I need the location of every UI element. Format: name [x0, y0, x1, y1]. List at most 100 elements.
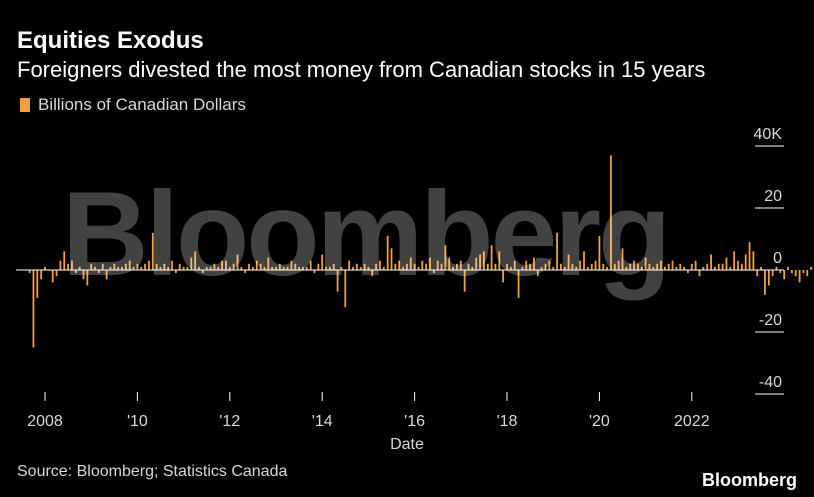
bar: [282, 266, 285, 270]
bar: [521, 266, 524, 270]
bar: [144, 263, 146, 270]
bar: [506, 263, 508, 270]
bar: [536, 270, 539, 277]
bar: [637, 263, 639, 270]
bar: [82, 270, 85, 280]
y-tick-label: 0: [773, 250, 782, 267]
bar: [698, 270, 701, 277]
bar: [432, 270, 435, 274]
bar: [729, 266, 732, 270]
bar: [494, 263, 497, 270]
bar: [583, 251, 585, 270]
bar: [459, 260, 462, 270]
bar: [702, 266, 705, 270]
bar: [124, 263, 127, 270]
x-tick-label: '16: [404, 413, 425, 430]
bar: [590, 263, 593, 270]
bar: [744, 254, 747, 270]
bar: [687, 270, 689, 274]
bar: [725, 257, 728, 270]
bar: [556, 232, 558, 270]
bar: [798, 270, 801, 283]
x-axis-title: Date: [390, 436, 424, 453]
bar: [371, 270, 374, 277]
bar: [190, 257, 193, 270]
bloomberg-logo: Bloomberg: [701, 470, 797, 490]
bar: [313, 270, 316, 274]
bar: [425, 263, 428, 270]
bar: [767, 270, 770, 286]
bar: [94, 266, 96, 270]
bar: [140, 266, 143, 270]
bar: [278, 263, 281, 270]
bar: [513, 260, 516, 270]
bar: [228, 266, 231, 270]
y-axis: 40K 20 0 -20 -40: [754, 126, 784, 395]
bar: [390, 248, 393, 270]
bar: [386, 235, 389, 270]
bar: [498, 251, 501, 270]
bar: [560, 263, 562, 270]
bar: [444, 245, 447, 270]
bar: [737, 260, 739, 270]
bar: [163, 263, 166, 270]
bar: [109, 266, 112, 270]
bar: [787, 266, 789, 270]
x-tick-label: 2008: [27, 413, 63, 430]
bar: [802, 270, 805, 274]
bar: [198, 266, 200, 270]
bar: [51, 270, 54, 283]
bar: [105, 270, 108, 280]
bar: [475, 257, 478, 270]
bar: [167, 266, 170, 270]
bar: [117, 266, 120, 270]
bar: [352, 266, 354, 270]
bar: [690, 263, 693, 270]
bar: [810, 266, 813, 270]
bar: [594, 260, 597, 270]
x-tick-label: '18: [497, 413, 518, 430]
bar: [221, 260, 223, 270]
bar: [783, 270, 786, 280]
bar: [159, 266, 162, 270]
y-tick-label: 40K: [754, 126, 783, 143]
bar: [217, 266, 220, 270]
bar: [194, 251, 197, 270]
bar: [540, 266, 543, 270]
bar: [764, 270, 766, 295]
bar: [236, 254, 239, 270]
bar: [298, 266, 300, 270]
bar: [294, 263, 297, 270]
bar: [656, 263, 659, 270]
bar: [625, 266, 628, 270]
bar: [463, 270, 466, 292]
bar: [382, 266, 385, 270]
bar: [275, 266, 277, 270]
bar: [429, 257, 431, 270]
bar: [244, 270, 247, 274]
bar: [59, 260, 62, 270]
legend-label: Billions of Canadian Dollars: [38, 95, 246, 114]
chart-subtitle: Foreigners divested the most money from …: [17, 57, 706, 82]
bar: [806, 270, 809, 277]
bar: [663, 266, 666, 270]
bar: [113, 263, 116, 270]
x-tick-label: '14: [312, 413, 333, 430]
bar: [571, 263, 574, 270]
bar: [483, 251, 485, 270]
bar: [367, 266, 370, 270]
bar: [779, 270, 782, 274]
bar: [448, 257, 451, 270]
bar: [340, 266, 343, 270]
bar: [90, 263, 93, 270]
bar: [209, 266, 212, 270]
bar: [86, 270, 89, 286]
bar: [325, 266, 327, 270]
bar: [248, 263, 250, 270]
bar: [694, 260, 697, 270]
bar: [652, 266, 655, 270]
bar: [317, 263, 320, 270]
bar: [714, 266, 716, 270]
bar: [417, 266, 420, 270]
bar: [394, 263, 397, 270]
